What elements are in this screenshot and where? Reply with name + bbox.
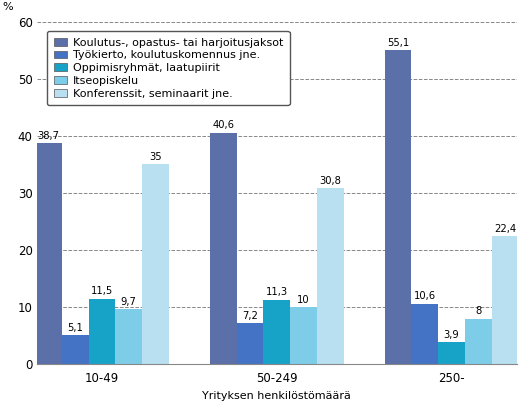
Bar xyxy=(89,299,116,364)
Bar xyxy=(317,188,344,364)
Text: 38,7: 38,7 xyxy=(37,131,59,141)
Bar xyxy=(142,164,169,364)
Text: 30,8: 30,8 xyxy=(319,176,341,186)
Text: 22,4: 22,4 xyxy=(494,224,516,234)
Text: 11,5: 11,5 xyxy=(91,286,113,296)
Text: 8: 8 xyxy=(475,306,481,316)
X-axis label: Yrityksen henkilöstömäärä: Yrityksen henkilöstömäärä xyxy=(202,391,351,401)
Bar xyxy=(412,304,438,364)
Bar xyxy=(62,335,89,364)
Bar xyxy=(35,143,62,364)
Legend: Koulutus-, opastus- tai harjoitusjaksot, Työkierto, koulutuskomennus jne., Oppim: Koulutus-, opastus- tai harjoitusjaksot,… xyxy=(47,31,290,105)
Bar xyxy=(465,319,492,364)
Text: 10: 10 xyxy=(297,295,310,305)
Bar xyxy=(290,307,317,364)
Text: 7,2: 7,2 xyxy=(242,311,258,321)
Bar xyxy=(210,133,237,364)
Text: 40,6: 40,6 xyxy=(212,120,234,130)
Y-axis label: %: % xyxy=(3,2,13,11)
Text: 35: 35 xyxy=(149,152,162,162)
Bar xyxy=(438,342,465,364)
Bar xyxy=(237,323,264,364)
Text: 3,9: 3,9 xyxy=(444,330,459,339)
Text: 10,6: 10,6 xyxy=(414,291,436,302)
Text: 5,1: 5,1 xyxy=(67,323,83,333)
Text: 55,1: 55,1 xyxy=(387,38,409,48)
Bar xyxy=(385,50,412,364)
Text: 9,7: 9,7 xyxy=(121,297,136,306)
Bar xyxy=(116,309,142,364)
Bar xyxy=(264,300,290,364)
Bar xyxy=(492,236,519,364)
Text: 11,3: 11,3 xyxy=(266,287,288,297)
